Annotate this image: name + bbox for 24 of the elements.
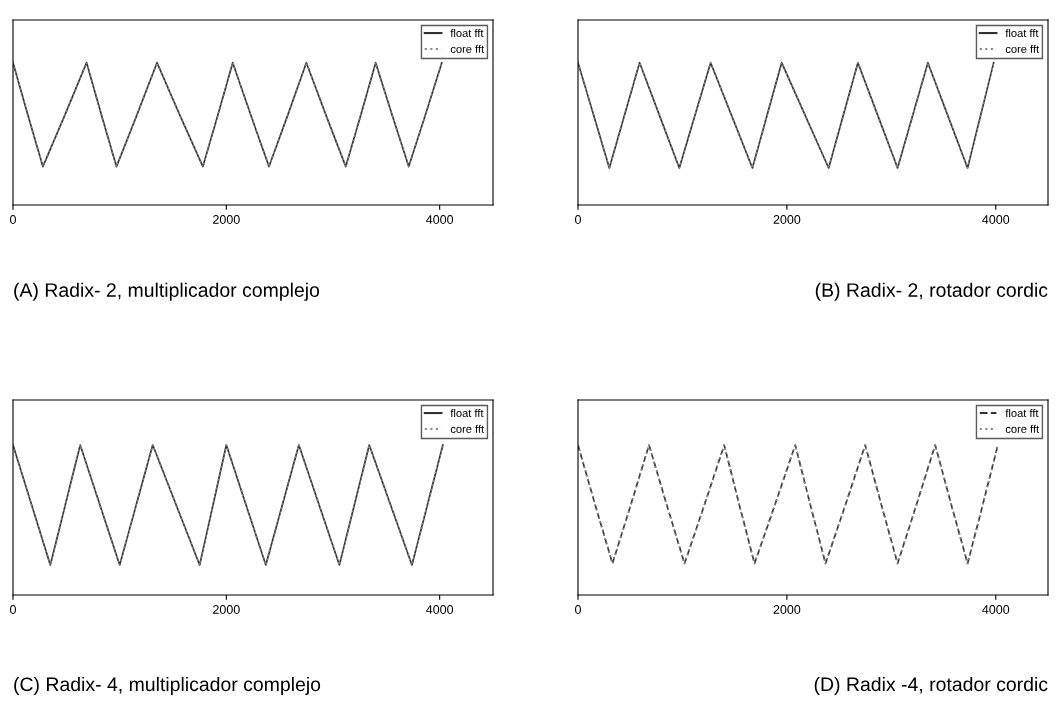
x-tick-label: 0 — [575, 215, 581, 224]
legend-label: float fft — [1005, 408, 1039, 418]
legend-label: core fft — [450, 424, 485, 433]
x-tick-label: 0 — [10, 215, 16, 224]
text: (C) Radix- 4, multiplicador complejo — [14, 676, 321, 696]
x-tick-label: 0 — [10, 605, 16, 614]
legend-label: core fft — [1005, 424, 1040, 433]
text: (D) Radix -4, rotador cordic — [814, 676, 1048, 696]
x-tick-label: 2000 — [213, 605, 240, 614]
x-tick-label: 2000 — [773, 605, 801, 614]
x-tick-label: 4000 — [982, 605, 1010, 614]
legend-label: core fft — [1005, 44, 1040, 53]
x-tick-label: 2000 — [213, 215, 240, 224]
text: (A) Radix- 2, multiplicador complejo — [14, 282, 320, 301]
legend-label: float fft — [1005, 28, 1039, 38]
legend-label: float fft — [450, 408, 484, 418]
text: (B) Radix- 2, rotador cordic — [815, 282, 1048, 301]
x-tick-label: 4000 — [426, 605, 454, 614]
legend-label: core fft — [450, 44, 485, 53]
x-tick-label: 2000 — [773, 215, 801, 224]
x-tick-label: 0 — [575, 605, 581, 614]
x-tick-label: 4000 — [982, 215, 1010, 224]
legend-label: float fft — [450, 28, 484, 38]
x-tick-label: 4000 — [426, 215, 454, 224]
